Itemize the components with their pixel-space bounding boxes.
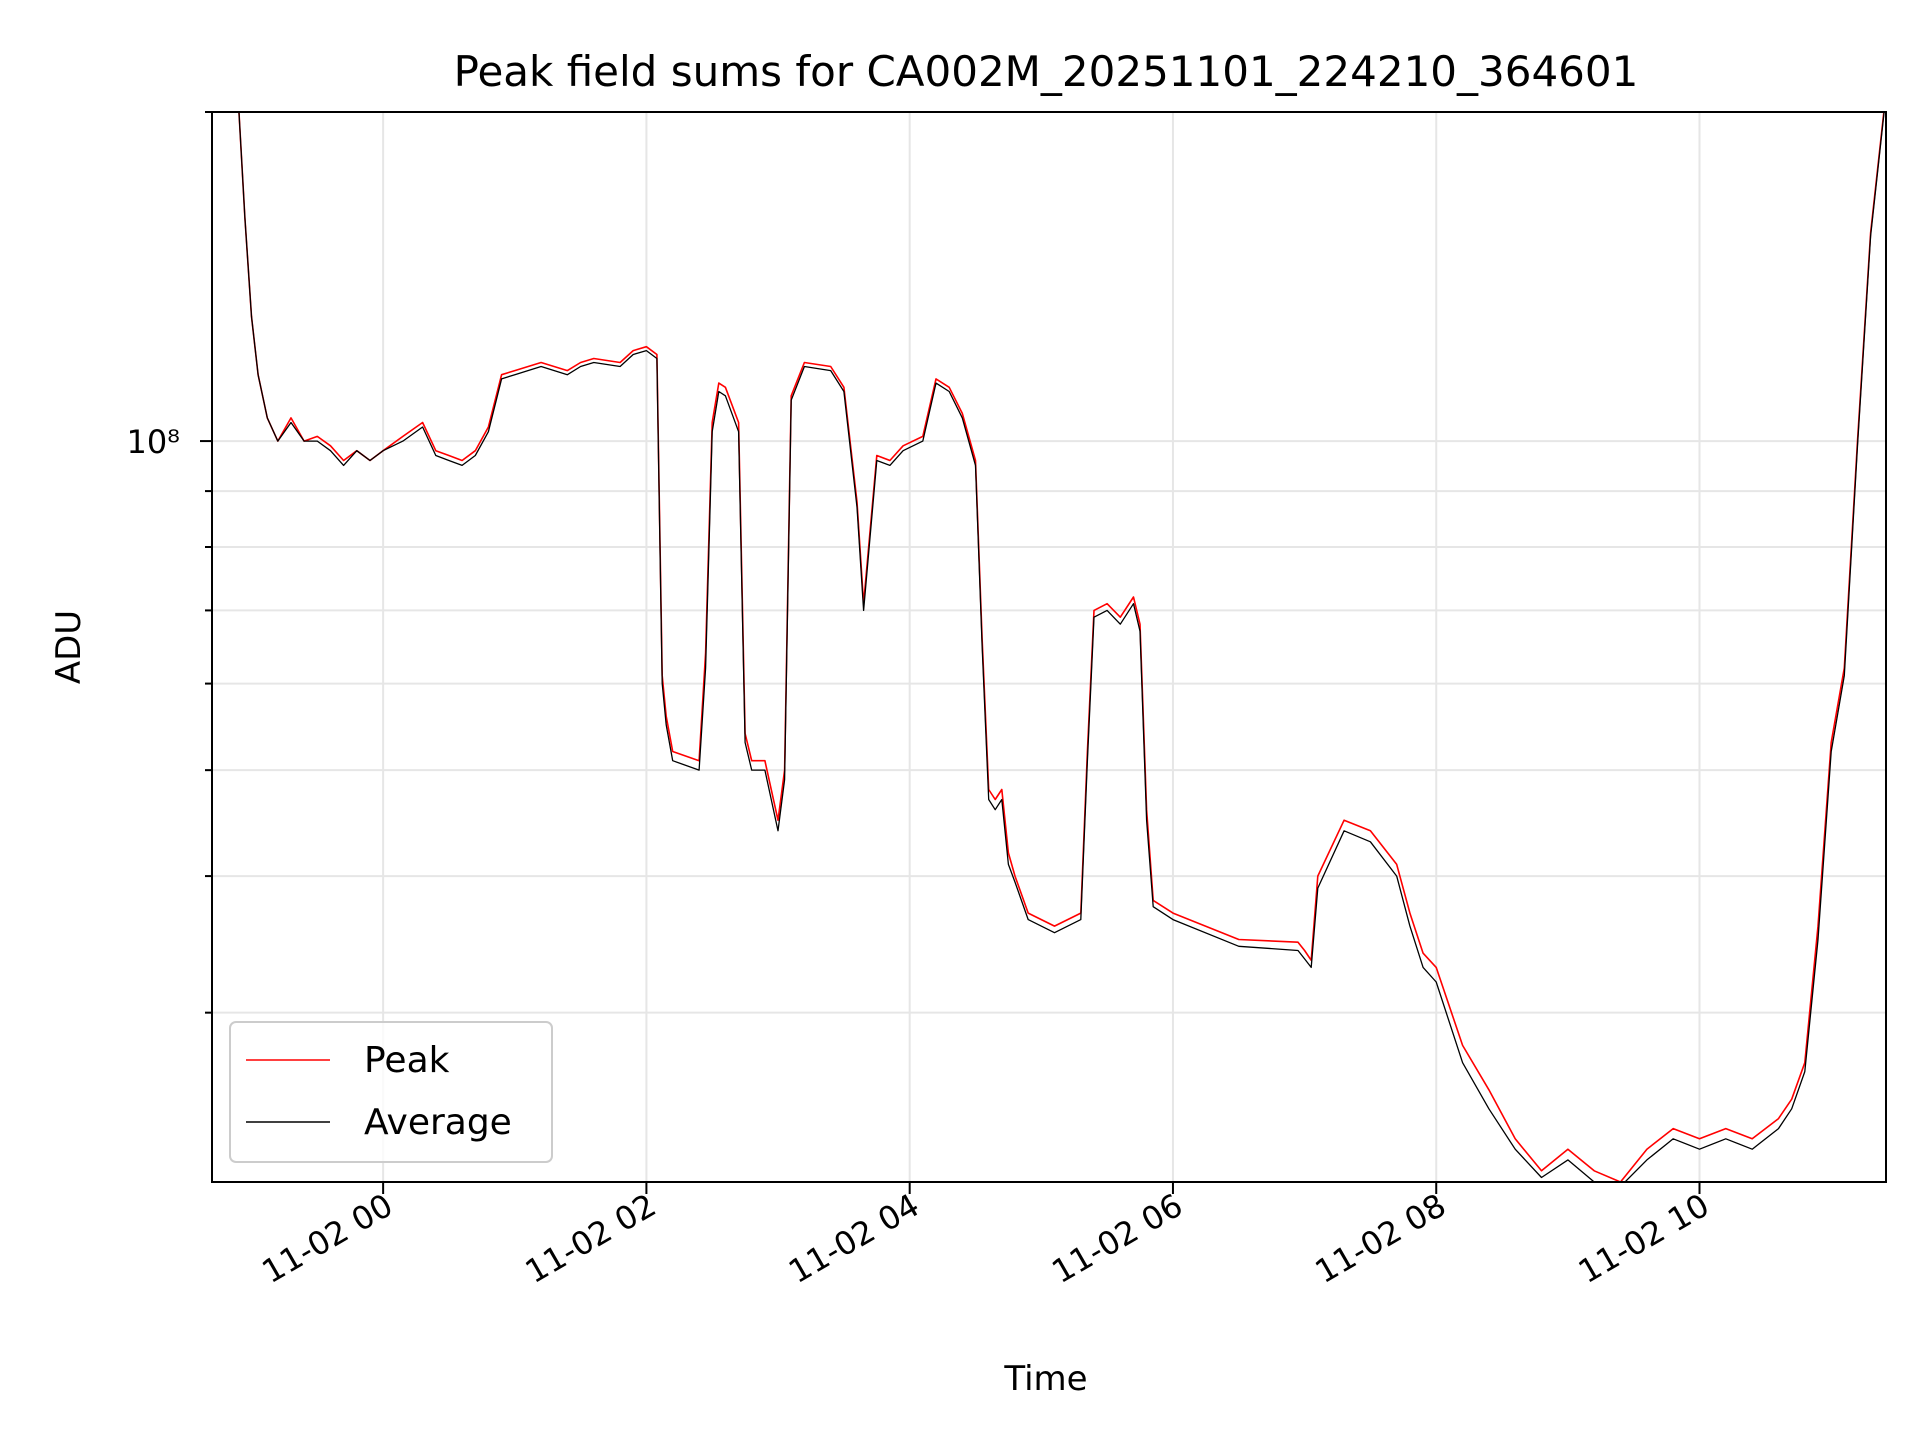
series-line-average bbox=[238, 112, 1885, 1182]
legend-box bbox=[229, 1021, 553, 1163]
legend: Peak Average bbox=[229, 1021, 553, 1163]
legend-label-average: Average bbox=[364, 1102, 512, 1143]
legend-label-peak: Peak bbox=[364, 1040, 450, 1081]
plot-frame bbox=[211, 111, 1887, 1183]
series-lines bbox=[238, 112, 1885, 1182]
y-axis-ticks bbox=[200, 111, 212, 1014]
y-major-tick-label: 10⁸ bbox=[126, 423, 180, 461]
chart-title: Peak field sums for CA002M_20251101_2242… bbox=[454, 47, 1639, 96]
series-line-peak bbox=[238, 112, 1885, 1182]
y-axis-label: ADU bbox=[49, 610, 89, 684]
x-axis-label: Time bbox=[1003, 1359, 1087, 1399]
